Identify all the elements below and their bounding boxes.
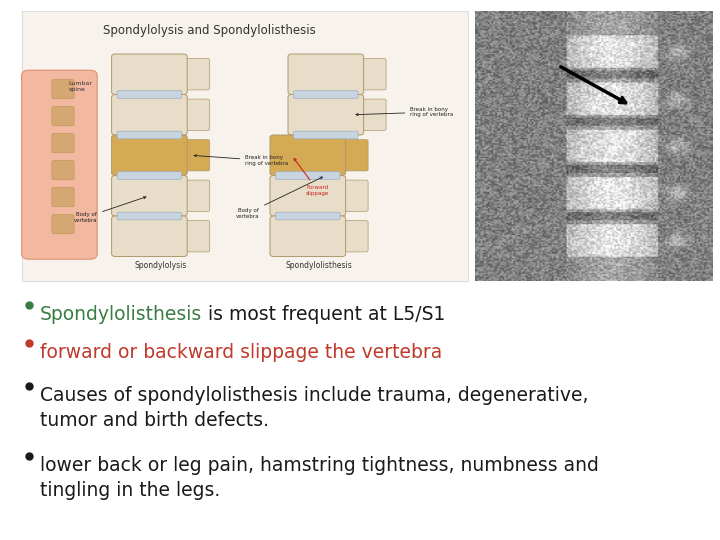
FancyBboxPatch shape xyxy=(288,94,364,135)
FancyBboxPatch shape xyxy=(112,135,187,176)
FancyBboxPatch shape xyxy=(340,220,368,252)
Text: Spondylolysis and Spondylolisthesis: Spondylolysis and Spondylolisthesis xyxy=(103,24,315,37)
FancyBboxPatch shape xyxy=(52,79,74,99)
FancyBboxPatch shape xyxy=(294,131,358,139)
FancyBboxPatch shape xyxy=(117,212,181,220)
FancyBboxPatch shape xyxy=(112,54,187,94)
FancyBboxPatch shape xyxy=(112,94,187,135)
Text: Causes of spondylolisthesis include trauma, degenerative,
tumor and birth defect: Causes of spondylolisthesis include trau… xyxy=(40,386,588,430)
FancyBboxPatch shape xyxy=(22,70,97,259)
FancyBboxPatch shape xyxy=(270,135,346,176)
FancyBboxPatch shape xyxy=(288,54,364,94)
FancyBboxPatch shape xyxy=(112,176,187,216)
Text: Lumbar
spine: Lumbar spine xyxy=(68,81,92,92)
FancyBboxPatch shape xyxy=(181,220,210,252)
FancyBboxPatch shape xyxy=(52,160,74,180)
FancyBboxPatch shape xyxy=(52,133,74,153)
FancyBboxPatch shape xyxy=(117,131,181,139)
Text: is most frequent at L5/S1: is most frequent at L5/S1 xyxy=(202,305,445,324)
FancyBboxPatch shape xyxy=(52,187,74,207)
Text: lower back or leg pain, hamstring tightness, numbness and
tingling in the legs.: lower back or leg pain, hamstring tightn… xyxy=(40,456,598,500)
FancyBboxPatch shape xyxy=(340,139,368,171)
FancyBboxPatch shape xyxy=(340,180,368,212)
FancyBboxPatch shape xyxy=(181,99,210,131)
FancyBboxPatch shape xyxy=(270,216,346,256)
FancyBboxPatch shape xyxy=(276,212,340,220)
FancyBboxPatch shape xyxy=(276,172,340,179)
FancyBboxPatch shape xyxy=(181,180,210,212)
FancyBboxPatch shape xyxy=(270,176,346,216)
FancyBboxPatch shape xyxy=(294,91,358,98)
Text: Spondylolisthesis: Spondylolisthesis xyxy=(40,305,202,324)
FancyBboxPatch shape xyxy=(358,58,386,90)
FancyBboxPatch shape xyxy=(52,106,74,126)
Text: Body of
vertebra: Body of vertebra xyxy=(235,177,323,219)
FancyBboxPatch shape xyxy=(181,58,210,90)
Text: Spondylolisthesis: Spondylolisthesis xyxy=(285,261,352,270)
Text: Body of
vertebra: Body of vertebra xyxy=(73,197,146,222)
FancyBboxPatch shape xyxy=(112,216,187,256)
FancyBboxPatch shape xyxy=(52,214,74,234)
FancyBboxPatch shape xyxy=(22,11,468,281)
FancyBboxPatch shape xyxy=(358,99,386,131)
FancyBboxPatch shape xyxy=(117,91,181,98)
FancyBboxPatch shape xyxy=(117,172,181,179)
Text: Forward
slippage: Forward slippage xyxy=(294,158,329,195)
Text: Break in bony
ring of vertebra: Break in bony ring of vertebra xyxy=(356,107,454,117)
Text: Break in bony
ring of vertebra: Break in bony ring of vertebra xyxy=(194,154,289,166)
FancyBboxPatch shape xyxy=(181,139,210,171)
Text: forward or backward slippage the vertebra: forward or backward slippage the vertebr… xyxy=(40,343,442,362)
Text: Spondylolysis: Spondylolysis xyxy=(134,261,186,270)
